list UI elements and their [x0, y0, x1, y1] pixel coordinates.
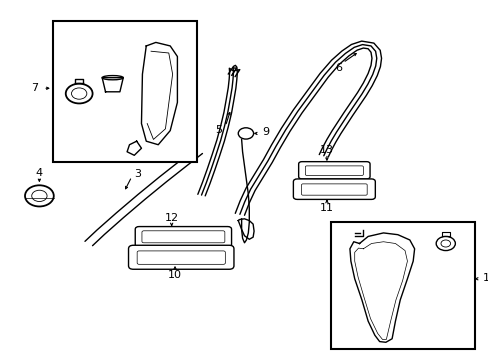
Bar — [330, 222, 473, 349]
Text: 5: 5 — [215, 125, 222, 135]
FancyBboxPatch shape — [298, 162, 369, 179]
Bar — [53, 21, 196, 162]
Text: 6: 6 — [335, 63, 342, 73]
FancyBboxPatch shape — [305, 166, 363, 175]
Text: 7: 7 — [31, 83, 39, 93]
FancyBboxPatch shape — [128, 245, 233, 269]
FancyBboxPatch shape — [142, 231, 224, 243]
Text: 11: 11 — [319, 203, 333, 212]
Text: 13: 13 — [319, 145, 333, 155]
Text: 4: 4 — [36, 168, 43, 178]
FancyBboxPatch shape — [137, 251, 225, 264]
Text: 10: 10 — [168, 270, 182, 280]
Text: 12: 12 — [164, 213, 178, 223]
Text: 2: 2 — [421, 271, 428, 281]
Text: 1: 1 — [482, 273, 488, 283]
FancyBboxPatch shape — [135, 226, 231, 247]
FancyBboxPatch shape — [301, 184, 366, 195]
Text: 8: 8 — [78, 117, 85, 127]
Text: 9: 9 — [262, 127, 269, 138]
Text: 3: 3 — [134, 168, 141, 179]
FancyBboxPatch shape — [293, 179, 375, 199]
